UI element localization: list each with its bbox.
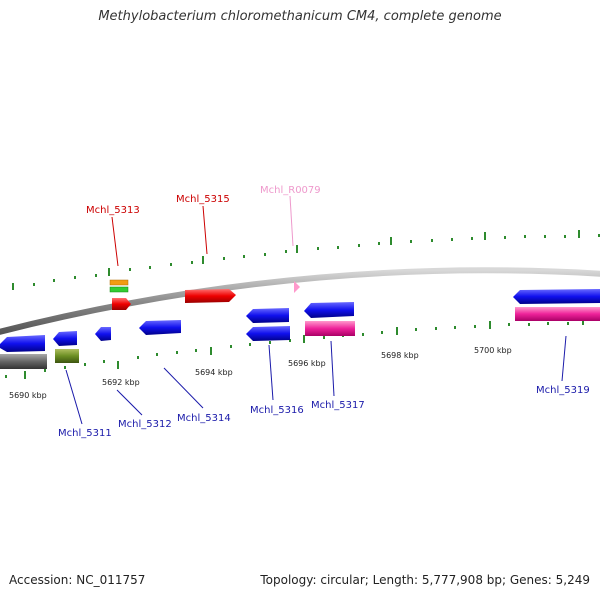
gene-arrow-left-edge-upper[interactable] (0, 335, 45, 352)
gene-arrow-mchl-5311[interactable] (53, 331, 77, 346)
forward-label-connectors (111, 205, 208, 267)
gene-grey-left-edge[interactable] (0, 354, 47, 369)
gene-arrow-mchl-5312[interactable] (95, 327, 111, 341)
gene-label-mchl-5319[interactable]: Mchl_5319 (536, 385, 590, 396)
gene-label-mchl-5313[interactable]: Mchl_5313 (86, 205, 140, 216)
kbp-label-5694: 5694 kbp (195, 368, 233, 377)
accession-text: Accession: NC_011757 (9, 573, 146, 587)
rna-label-connector (289, 195, 294, 247)
gene-arrow-mchl-5317-upper[interactable] (304, 302, 354, 318)
gene-pink-mchl-5319[interactable] (515, 307, 600, 321)
gene-label-mchl-5317[interactable]: Mchl_5317 (311, 400, 365, 411)
kbp-label-5690: 5690 kbp (9, 391, 47, 400)
gene-label-mchl-5314[interactable]: Mchl_5314 (177, 413, 231, 424)
kbp-label-5696: 5696 kbp (288, 359, 326, 368)
gene-label-mchl-5316[interactable]: Mchl_5316 (250, 405, 304, 416)
kbp-label-5698: 5698 kbp (381, 351, 419, 360)
gene-arrow-mchl-5315[interactable] (185, 289, 236, 303)
gene-label-mchl-r0079[interactable]: Mchl_R0079 (260, 185, 321, 196)
kbp-label-5692: 5692 kbp (102, 378, 140, 387)
gene-arrow-mchl-5313[interactable] (112, 298, 131, 310)
feature-green-small[interactable] (109, 286, 129, 293)
outer-tick-row (12, 230, 600, 290)
gene-arrow-mchl-5316-lower[interactable] (246, 326, 290, 341)
feature-orange-small[interactable] (109, 279, 129, 286)
gene-pink-mchl-5317[interactable] (305, 321, 355, 336)
map-title: Methylobacterium chloromethanicum CM4, c… (98, 9, 502, 24)
kbp-label-5700: 5700 kbp (474, 346, 512, 355)
topology-text: Topology: circular; Length: 5,777,908 bp… (260, 573, 590, 587)
reverse-label-connectors (65, 335, 567, 425)
genome-backbone (0, 267, 600, 335)
gene-label-mchl-5315[interactable]: Mchl_5315 (176, 194, 230, 205)
gene-label-mchl-5311[interactable]: Mchl_5311 (58, 428, 112, 439)
rna-marker-mchl-r0079[interactable] (294, 281, 300, 293)
gene-arrow-mchl-5316-upper[interactable] (246, 308, 289, 323)
gene-arrow-mchl-5314[interactable] (139, 320, 181, 335)
gene-arrow-mchl-5319-upper[interactable] (513, 289, 600, 304)
gene-olive-mchl-5311[interactable] (55, 349, 79, 363)
inner-tick-row (5, 317, 584, 379)
gene-label-mchl-5312[interactable]: Mchl_5312 (118, 419, 172, 430)
